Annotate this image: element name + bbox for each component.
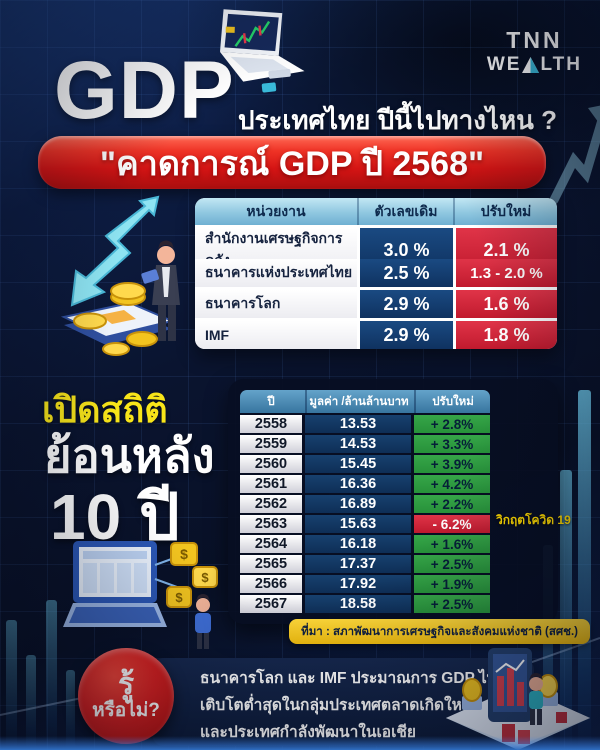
table-row: 2560 15.45 + 3.9% <box>240 455 490 473</box>
table-row: 2558 13.53 + 2.8% <box>240 415 490 433</box>
new-value-cell: 1.8 % <box>453 321 557 349</box>
header-new: ปรับใหม่ <box>453 198 557 225</box>
agency-cell: ธนาคารแห่งประเทศไทย <box>195 259 357 287</box>
value-cell: 17.92 <box>305 575 411 593</box>
year-cell: 2566 <box>240 575 302 593</box>
floor-glow <box>0 736 600 750</box>
change-cell: + 1.9% <box>414 575 490 593</box>
table-row: ธนาคารโลก 2.9 % 1.6 % <box>195 287 557 318</box>
value-cell: 15.63 <box>305 515 411 533</box>
history-table-header: ปี มูลค่า /ล้านล้านบาท ปรับใหม่ <box>240 390 490 413</box>
value-cell: 16.89 <box>305 495 411 513</box>
agency-cell: IMF <box>195 321 357 349</box>
forecast-table-header: หน่วยงาน ตัวเลขเดิม ปรับใหม่ <box>195 198 557 225</box>
covid-annotation: วิกฤตโควิด 19 <box>496 513 571 527</box>
table-row: 2564 16.18 + 1.6% <box>240 535 490 553</box>
table-row: 2566 17.92 + 1.9% <box>240 575 490 593</box>
headline-banner-text: "คาดการณ์ GDP ปี 2568" <box>99 144 485 183</box>
value-cell: 14.53 <box>305 435 411 453</box>
history-panel: ปี มูลค่า /ล้านล้านบาท ปรับใหม่ 2558 13.… <box>228 379 571 624</box>
change-cell: + 2.8% <box>414 415 490 433</box>
table-row: IMF 2.9 % 1.8 % <box>195 318 557 349</box>
old-value-cell: 2.9 % <box>357 321 453 349</box>
table-row: 2567 18.58 + 2.5% <box>240 595 490 613</box>
change-cell: + 4.2% <box>414 475 490 493</box>
change-cell: + 1.6% <box>414 535 490 553</box>
fact-line: เติบโตต่ำสุดในกลุ่มประเทศตลาดเกิดใหม่ <box>200 697 473 714</box>
value-cell: 15.45 <box>305 455 411 473</box>
value-cell: 13.53 <box>305 415 411 433</box>
down-arrow-money-icon <box>60 195 180 356</box>
brand-wealth-pre: WE <box>486 54 522 75</box>
background-bar <box>6 620 17 750</box>
triangle-icon <box>522 57 540 73</box>
agency-cell: ธนาคารโลก <box>195 290 357 318</box>
badge-line2: หรือไม่? <box>92 700 160 721</box>
year-cell: 2562 <box>240 495 302 513</box>
forecast-table: หน่วยงาน ตัวเลขเดิม ปรับใหม่ สำนักงานเศร… <box>195 198 557 349</box>
new-value-cell: 1.6 % <box>453 290 557 318</box>
brand-logo: TNN WE LTH <box>487 27 582 76</box>
fact-line: ธนาคารโลก และ IMF ประมาณการ GDP ไทยปีนี้ <box>200 670 527 687</box>
header-year: ปี <box>267 395 275 408</box>
old-value-cell: 2.9 % <box>357 290 453 318</box>
history-table: ปี มูลค่า /ล้านล้านบาท ปรับใหม่ 2558 13.… <box>240 390 490 615</box>
brand-line1: TNN <box>506 27 563 53</box>
table-row: ธนาคารแห่งประเทศไทย 2.5 % 1.3 - 2.0 % <box>195 256 557 287</box>
table-row-covid: 2563 15.63 - 6.2% <box>240 515 490 533</box>
table-row: 2565 17.37 + 2.5% <box>240 555 490 573</box>
brand-line2: WE LTH <box>487 54 582 76</box>
header-old: ตัวเลขเดิม <box>357 198 453 225</box>
background-bar <box>46 600 57 750</box>
table-row: 2559 14.53 + 3.3% <box>240 435 490 453</box>
year-cell: 2558 <box>240 415 302 433</box>
svg-text:$: $ <box>180 546 188 562</box>
value-cell: 16.36 <box>305 475 411 493</box>
new-value-cell: 1.3 - 2.0 % <box>453 259 557 287</box>
value-cell: 16.18 <box>305 535 411 553</box>
table-row: 2562 16.89 + 2.2% <box>240 495 490 513</box>
year-cell: 2563 <box>240 515 302 533</box>
svg-text:$: $ <box>175 590 183 605</box>
laptop-chart-icon <box>219 9 305 93</box>
background-bar <box>578 390 591 750</box>
table-row: 2561 16.36 + 4.2% <box>240 475 490 493</box>
change-cell: + 3.3% <box>414 435 490 453</box>
year-cell: 2567 <box>240 595 302 613</box>
change-cell: + 2.2% <box>414 495 490 513</box>
footer-fact-box: ธนาคารโลก และ IMF ประมาณการ GDP ไทยปีนี้… <box>152 658 534 746</box>
change-cell: + 2.5% <box>414 595 490 613</box>
change-cell: + 2.5% <box>414 555 490 573</box>
history-title-line3: 10 ปี <box>50 481 180 553</box>
badge-line1: รู้ <box>117 668 135 701</box>
change-cell: + 3.9% <box>414 455 490 473</box>
header-value: มูลค่า /ล้านล้านบาท <box>305 390 411 413</box>
headline-banner: "คาดการณ์ GDP ปี 2568" <box>38 136 546 189</box>
year-cell: 2560 <box>240 455 302 473</box>
value-cell: 18.58 <box>305 595 411 613</box>
year-cell: 2561 <box>240 475 302 493</box>
know-or-not-badge: รู้ หรือไม่? <box>78 648 174 744</box>
brand-wealth-post: LTH <box>540 54 582 75</box>
svg-text:$: $ <box>201 570 209 585</box>
change-cell: - 6.2% <box>414 515 490 533</box>
year-cell: 2559 <box>240 435 302 453</box>
header-change: ปรับใหม่ <box>414 390 490 413</box>
year-cell: 2565 <box>240 555 302 573</box>
table-row: สำนักงานเศรษฐกิจการคลัง 3.0 % 2.1 % <box>195 225 557 272</box>
value-cell: 17.37 <box>305 555 411 573</box>
source-label: ที่มา : สภาพัฒนาการเศรษฐกิจและสังคมแห่งช… <box>289 619 590 644</box>
header-agency: หน่วยงาน <box>246 202 306 219</box>
old-value-cell: 2.5 % <box>357 259 453 287</box>
year-cell: 2564 <box>240 535 302 553</box>
